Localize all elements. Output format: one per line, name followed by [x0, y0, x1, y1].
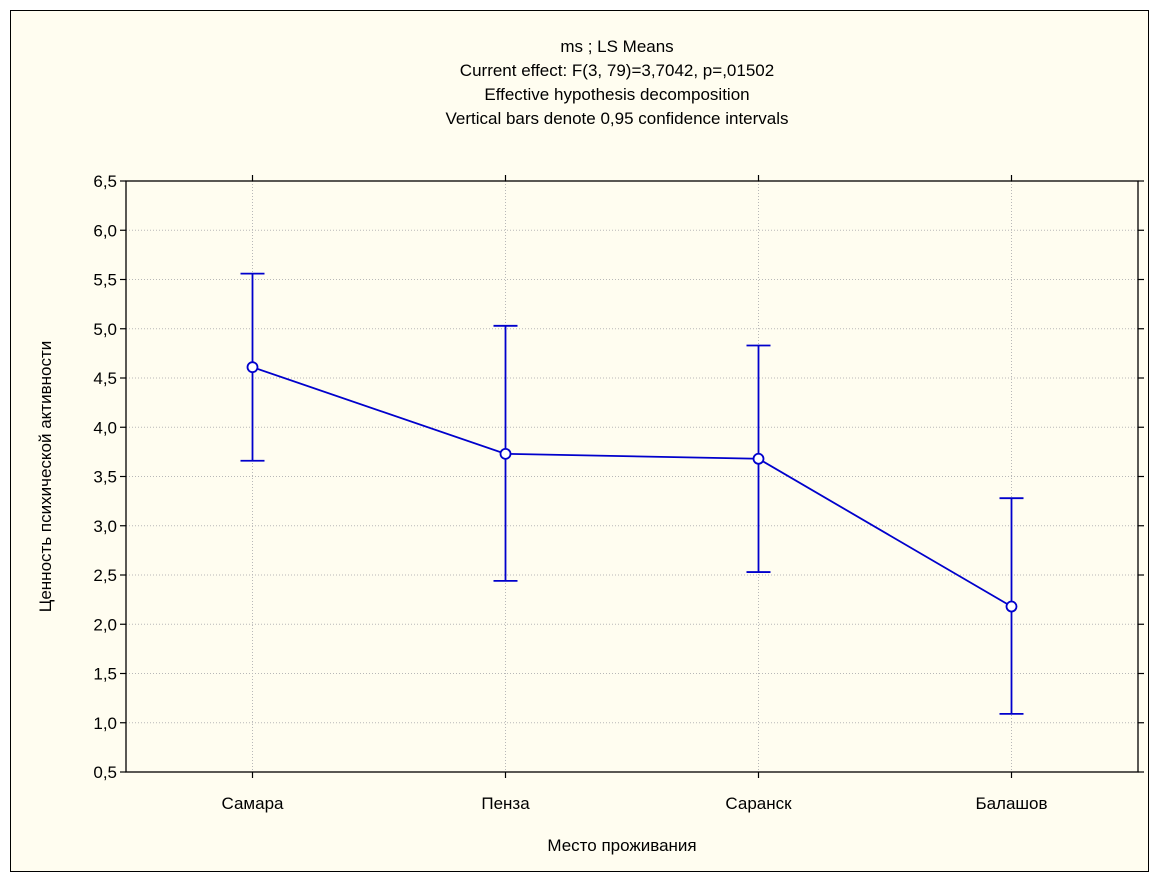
y-tick-label: 5,0 — [93, 320, 117, 339]
mean-point — [246, 361, 259, 374]
plot-area — [125, 180, 1139, 773]
series-means — [240, 272, 1024, 715]
y-tick-label: 3,5 — [93, 468, 117, 487]
chart-frame: ms ; LS Means Current effect: F(3, 79)=3,… — [10, 10, 1149, 872]
x-axis-ticks: Самара Пенза Саранск Балашов — [222, 175, 1048, 813]
x-tick-label: Балашов — [975, 794, 1047, 813]
x-axis-label: Место проживания — [547, 836, 696, 855]
grid-lines — [126, 180, 1138, 773]
mean-point — [752, 452, 765, 465]
x-tick-label: Самара — [222, 794, 285, 813]
y-tick-label: 4,5 — [93, 369, 117, 388]
title-line: Effective hypothesis decomposition — [484, 85, 749, 104]
mean-point — [499, 447, 512, 460]
y-tick-label: 2,5 — [93, 566, 117, 585]
y-tick-label: 4,0 — [93, 418, 117, 437]
means-line — [252, 366, 1012, 608]
y-tick-label: 3,0 — [93, 517, 117, 536]
y-tick-label: 6,0 — [93, 221, 117, 240]
x-tick-label: Пенза — [481, 794, 530, 813]
y-tick-label: 6,5 — [93, 172, 117, 191]
title-line: Vertical bars denote 0,95 confidence int… — [445, 109, 788, 128]
chart-svg: ms ; LS Means Current effect: F(3, 79)=3,… — [36, 37, 1144, 855]
y-tick-label: 1,0 — [93, 714, 117, 733]
chart-title: ms ; LS Means Current effect: F(3, 79)=3,… — [445, 37, 788, 128]
y-tick-label: 5,5 — [93, 271, 117, 290]
y-tick-label: 1,5 — [93, 665, 117, 684]
title-line: ms ; LS Means — [560, 37, 673, 56]
title-line: Current effect: F(3, 79)=3,7042, p=,0150… — [460, 61, 774, 80]
mean-point — [1005, 600, 1018, 613]
y-axis-label: Ценность психической активности — [36, 341, 55, 612]
y-tick-label: 2,0 — [93, 615, 117, 634]
y-axis-ticks: 0,5 1,0 1,5 2,0 2,5 3,0 3,5 4,0 4,5 5,0 5,5 6,0 6,5 — [93, 172, 1144, 782]
x-tick-label: Саранск — [725, 794, 792, 813]
y-tick-label: 0,5 — [93, 763, 117, 782]
